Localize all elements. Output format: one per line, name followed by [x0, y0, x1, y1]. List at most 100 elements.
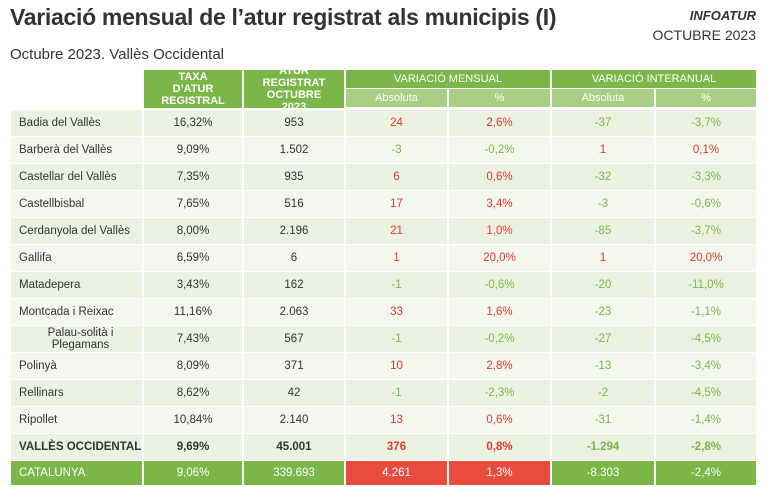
- group-header: VARIACIÓ INTERANUAL: [552, 70, 756, 88]
- row-label: Ripollet: [11, 407, 142, 433]
- cell: -3,4%: [656, 353, 756, 379]
- cell: 21: [346, 218, 447, 244]
- cell: 516: [244, 191, 344, 217]
- cell: 1,6%: [449, 299, 550, 325]
- cell: 4.261: [346, 461, 447, 485]
- subcolumn-header: %: [449, 89, 550, 107]
- cell: -1,1%: [656, 299, 756, 325]
- cell: -11,0%: [656, 272, 756, 298]
- cell: 3,43%: [144, 272, 242, 298]
- cell: 8,09%: [144, 353, 242, 379]
- cell: -0,6%: [656, 191, 756, 217]
- cell: 2.196: [244, 218, 344, 244]
- date: OCTUBRE 2023: [652, 27, 756, 43]
- cell: -13: [552, 353, 654, 379]
- cell: -4,5%: [656, 326, 756, 352]
- cell: -1: [346, 326, 447, 352]
- cell: -27: [552, 326, 654, 352]
- cell: 2.140: [244, 407, 344, 433]
- row-label: Matadepera: [11, 272, 142, 298]
- row-label: Polinyà: [11, 353, 142, 379]
- cell: -3,7%: [656, 110, 756, 136]
- cell: 935: [244, 164, 344, 190]
- cell: -2,8%: [656, 434, 756, 460]
- cell: 8,62%: [144, 380, 242, 406]
- cell: 0,6%: [449, 164, 550, 190]
- subtitle: Octubre 2023. Vallès Occidental: [10, 46, 225, 63]
- cell: 7,35%: [144, 164, 242, 190]
- cell: -85: [552, 218, 654, 244]
- cell: -1: [346, 272, 447, 298]
- row-label: CATALUNYA: [11, 461, 142, 485]
- cell: 376: [346, 434, 447, 460]
- cell: -8.303: [552, 461, 654, 485]
- cell: 3,4%: [449, 191, 550, 217]
- row-label: Castellar del Vallès: [11, 164, 142, 190]
- cell: -1,4%: [656, 407, 756, 433]
- cell: -2,4%: [656, 461, 756, 485]
- cell: 17: [346, 191, 447, 217]
- cell: 7,65%: [144, 191, 242, 217]
- row-label: Montcada i Reixac: [11, 299, 142, 325]
- title: Variació mensual de l’atur registrat als…: [10, 4, 557, 30]
- cell: -3,3%: [656, 164, 756, 190]
- cell: 1,0%: [449, 218, 550, 244]
- cell: -1: [346, 380, 447, 406]
- cell: 8,00%: [144, 218, 242, 244]
- cell: 20,0%: [449, 245, 550, 271]
- cell: 20,0%: [656, 245, 756, 271]
- row-label: Badia del Vallès: [11, 110, 142, 136]
- row-label: Castellbisbal: [11, 191, 142, 217]
- column-header: TAXA D’ATUR REGISTRAL: [144, 70, 242, 108]
- cell: 371: [244, 353, 344, 379]
- cell: -23: [552, 299, 654, 325]
- cell: -0,2%: [449, 326, 550, 352]
- row-label: Palau-solità i Plegamans: [11, 326, 142, 352]
- cell: -32: [552, 164, 654, 190]
- cell: 2.063: [244, 299, 344, 325]
- cell: -2: [552, 380, 654, 406]
- cell: 162: [244, 272, 344, 298]
- cell: 339.693: [244, 461, 344, 485]
- cell: 1.502: [244, 137, 344, 163]
- cell: 11,16%: [144, 299, 242, 325]
- cell: -20: [552, 272, 654, 298]
- cell: 24: [346, 110, 447, 136]
- cell: 9,69%: [144, 434, 242, 460]
- cell: 1: [346, 245, 447, 271]
- cell: 2,6%: [449, 110, 550, 136]
- cell: 953: [244, 110, 344, 136]
- cell: 6: [346, 164, 447, 190]
- cell: 13: [346, 407, 447, 433]
- row-label: VALLÈS OCCIDENTAL: [11, 434, 142, 460]
- cell: -3: [552, 191, 654, 217]
- cell: -1.294: [552, 434, 654, 460]
- group-header: VARIACIÓ MENSUAL: [346, 70, 550, 88]
- cell: 42: [244, 380, 344, 406]
- brand: INFOATUR: [689, 8, 756, 23]
- cell: -0,2%: [449, 137, 550, 163]
- cell: 9,06%: [144, 461, 242, 485]
- cell: 33: [346, 299, 447, 325]
- cell: 567: [244, 326, 344, 352]
- cell: 0,8%: [449, 434, 550, 460]
- cell: 1: [552, 245, 654, 271]
- cell: 0,6%: [449, 407, 550, 433]
- cell: -4,5%: [656, 380, 756, 406]
- row-label: Rellinars: [11, 380, 142, 406]
- cell: 10,84%: [144, 407, 242, 433]
- cell: 10: [346, 353, 447, 379]
- cell: 9,09%: [144, 137, 242, 163]
- cell: -3,7%: [656, 218, 756, 244]
- cell: 0,1%: [656, 137, 756, 163]
- cell: -0,6%: [449, 272, 550, 298]
- cell: -31: [552, 407, 654, 433]
- subcolumn-header: Absoluta: [346, 89, 447, 107]
- cell: -2,3%: [449, 380, 550, 406]
- cell: 45.001: [244, 434, 344, 460]
- row-label: Barberà del Vallès: [11, 137, 142, 163]
- cell: 1,3%: [449, 461, 550, 485]
- cell: 6,59%: [144, 245, 242, 271]
- cell: -37: [552, 110, 654, 136]
